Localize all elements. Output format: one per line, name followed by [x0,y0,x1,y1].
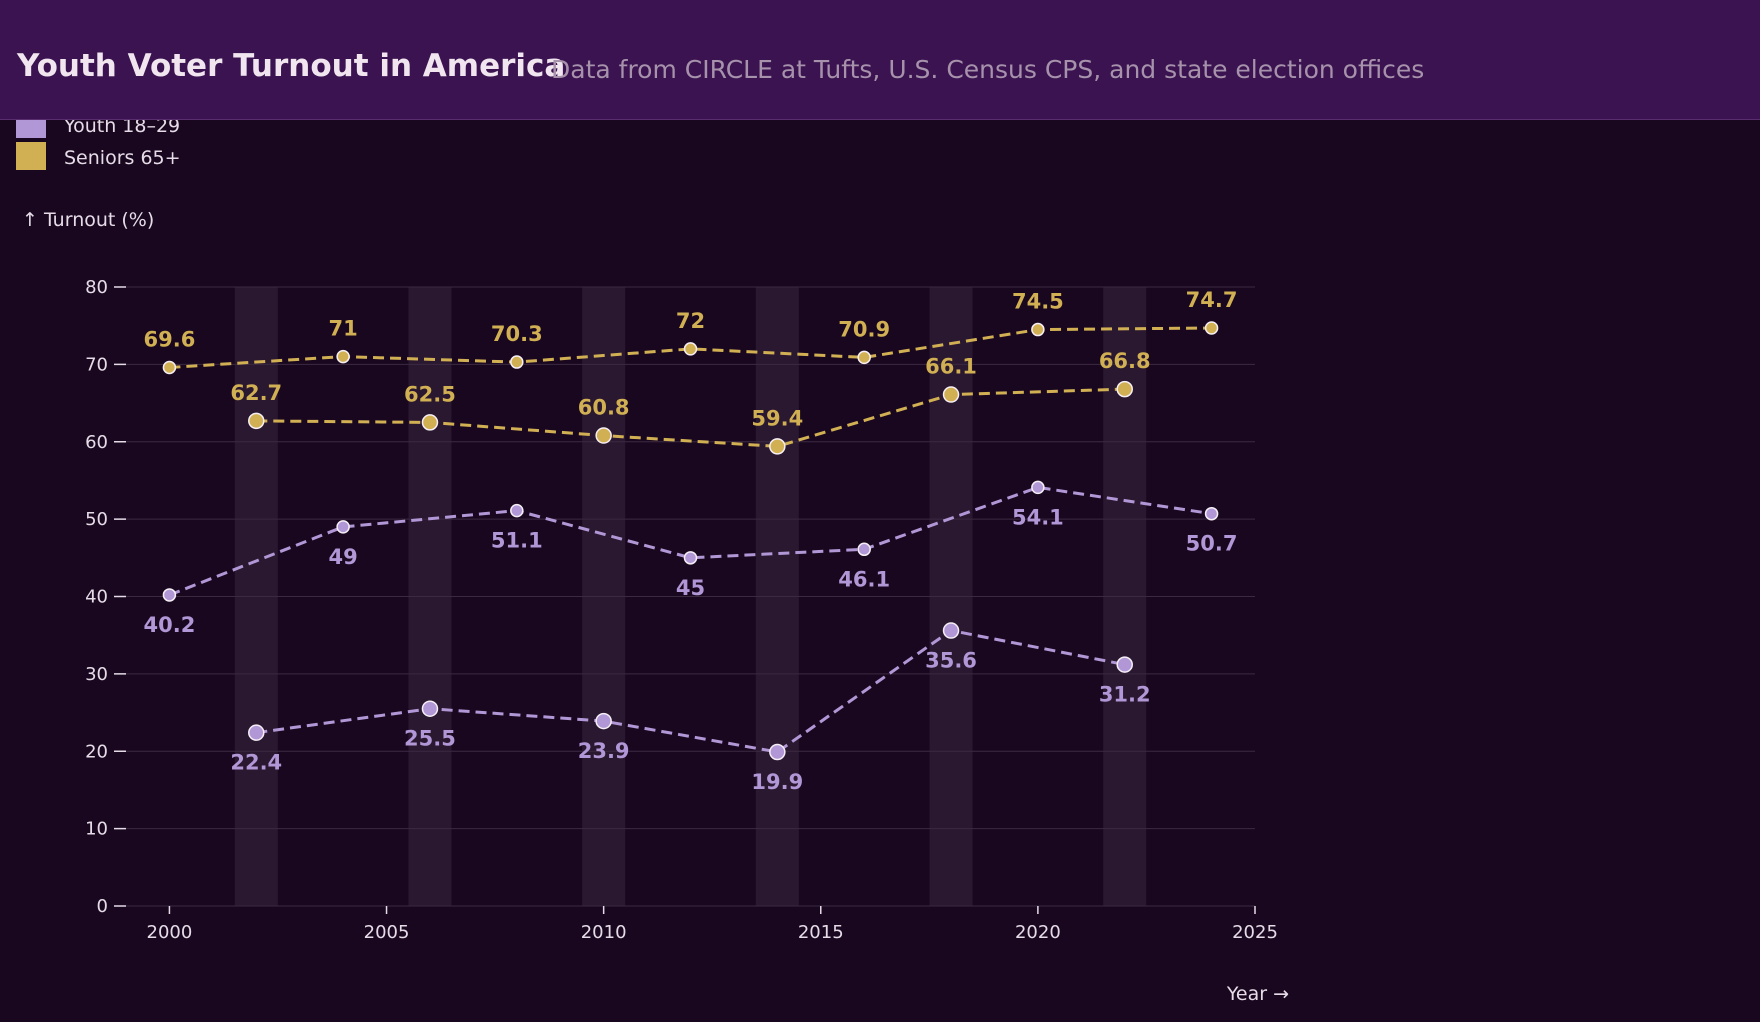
data-point [1204,321,1219,335]
data-point [1116,656,1133,673]
data-point [595,427,612,444]
data-label: 22.4 [230,751,282,775]
data-point [162,360,177,375]
series-line [256,628,1125,754]
y-tick-label: 10 [85,819,108,840]
data-label: 72 [676,309,705,333]
x-tick-label: 2000 [147,922,193,943]
data-point [683,551,698,565]
data-point [336,520,350,534]
data-point [1204,506,1219,521]
data-label: 49 [328,545,357,569]
gridlines [126,286,1255,830]
data-label: 40.2 [144,613,196,637]
data-point [857,350,871,365]
y-tick-label: 70 [85,354,108,375]
legend-label: Youth 18–29 [63,115,180,137]
data-label: 62.7 [230,381,282,405]
data-label: 70.3 [491,322,543,346]
y-tick-label: 80 [85,277,108,298]
header-bar: Youth Voter Turnout in America Data from… [0,0,1760,120]
data-label: 69.6 [144,327,196,351]
data-point [510,355,524,369]
series-line [256,387,1125,448]
data-point [769,743,786,761]
x-axis-label: Year → [1226,983,1289,1005]
data-point [857,542,871,557]
data-label: 19.9 [751,770,803,794]
data-point [1031,480,1045,495]
series-points [162,321,1219,761]
legend-swatch [16,142,46,170]
y-tick-label: 0 [97,896,108,917]
data-label: 25.5 [404,727,456,751]
data-label: 70.9 [838,317,890,341]
data-label: 74.5 [1012,290,1064,314]
data-point [248,724,265,741]
data-label: 66.8 [1099,349,1151,373]
data-label: 45 [676,576,705,600]
data-point [162,588,177,602]
data-label: 51.1 [491,529,543,553]
data-point [336,349,350,364]
data-label: 23.9 [578,739,630,763]
x-tick-label: 2025 [1232,922,1278,943]
y-tick-label: 20 [85,741,108,762]
page-title: Youth Voter Turnout in America [17,48,566,84]
data-point [510,503,524,518]
legend-label: Seniors 65+ [64,147,181,169]
x-tick-label: 2005 [364,922,410,943]
data-label: 74.7 [1186,288,1238,312]
x-tick-label: 2010 [581,922,627,943]
data-label: 54.1 [1012,505,1064,529]
y-tick-label: 60 [85,432,108,453]
y-tick-label: 40 [85,587,108,608]
data-label: 60.8 [578,396,630,420]
data-label: 59.4 [751,406,803,430]
x-tick-label: 2015 [798,922,844,943]
data-label: 66.1 [925,355,977,379]
data-point [769,438,786,455]
data-point [683,342,698,356]
data-label: 31.2 [1099,683,1151,707]
legend: Youth 18–29 Seniors 65+ [16,110,181,170]
series-lines [168,326,1212,754]
page-subtitle: Data from CIRCLE at Tufts, U.S. Census C… [551,55,1425,84]
data-point [1116,380,1133,398]
data-labels: 69.6 71 70.3 72 70.9 74.5 74.7 62.7 62.5 60.8 59.4… [144,288,1238,794]
data-label: 46.1 [838,567,890,591]
data-point [942,622,960,639]
data-point [1031,322,1045,337]
y-axis-label: ↑ Turnout (%) [22,209,154,231]
axes: 0 10 20 30 40 50 60 70 80 2000 2005 2010 2015 2020 202… [85,277,1278,943]
data-label: 35.6 [925,649,977,673]
data-point [421,700,439,717]
data-label: 50.7 [1186,532,1238,556]
data-label: 71 [328,317,357,341]
data-point [595,712,612,730]
data-point [942,386,960,403]
data-label: 62.5 [404,382,456,406]
data-point [248,412,265,430]
data-point [421,414,439,431]
x-tick-label: 2020 [1015,922,1061,943]
y-tick-label: 50 [85,509,108,530]
y-tick-label: 30 [85,664,108,685]
